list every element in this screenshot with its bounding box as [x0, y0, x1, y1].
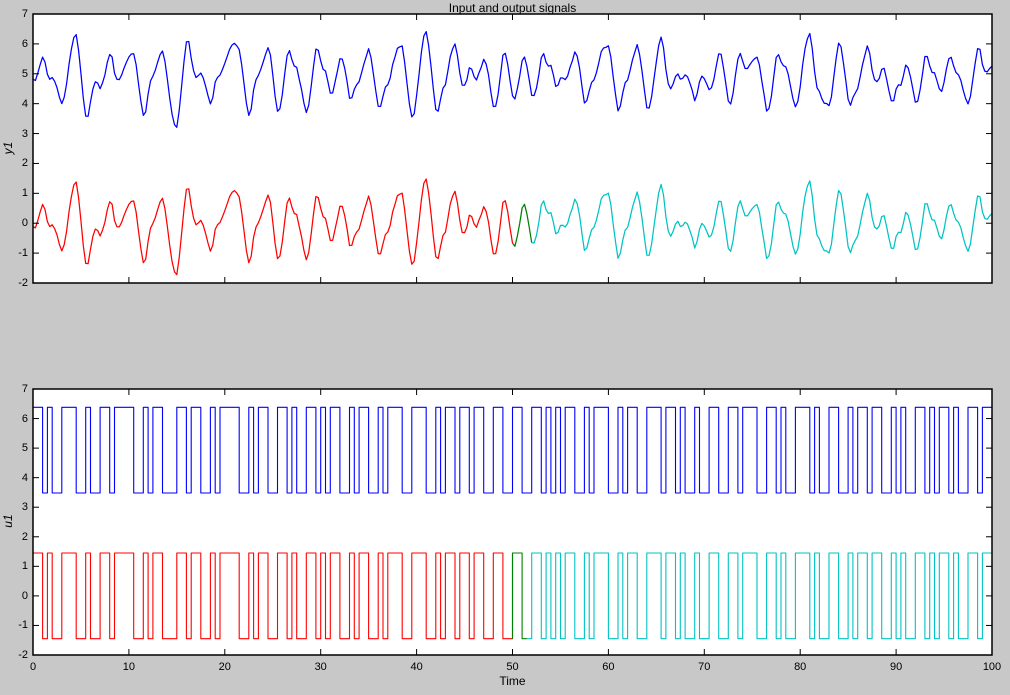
y-tick-label: 0	[21, 589, 28, 602]
series-y1-dataset-2-segmented	[32, 178, 514, 276]
x-tick-label: 40	[410, 661, 423, 673]
y-tick-label: 1	[21, 187, 28, 200]
y-tick-label: -1	[18, 619, 28, 632]
y-tick-label: 2	[21, 530, 28, 543]
y-tick-label: 3	[21, 127, 28, 140]
series-u1-dataset-2-segmented	[526, 552, 992, 640]
x-tick-label: 50	[506, 661, 519, 673]
axes-box	[32, 388, 993, 656]
y-tick-label: 7	[21, 8, 28, 20]
x-tick-label: 30	[314, 661, 327, 673]
y-tick-label: 5	[21, 67, 28, 80]
x-tick-label: 20	[218, 661, 231, 673]
time-axis-label: Time	[499, 674, 526, 688]
y-tick-label: 6	[21, 37, 28, 50]
series-u1-dataset-2-segmented	[511, 552, 527, 640]
x-tick-label: 0	[29, 661, 37, 673]
x-tick-label: 100	[982, 661, 1002, 673]
y-tick-label: 2	[21, 157, 28, 170]
series-y1-dataset-2-segmented	[512, 203, 533, 247]
x-tick-label: 60	[602, 661, 615, 673]
y-tick-label: -2	[18, 277, 28, 289]
x-tick-label: 80	[794, 661, 807, 673]
x-tick-label: 70	[698, 661, 711, 673]
y-tick-label: 0	[21, 217, 28, 230]
y-tick-label: 3	[21, 501, 28, 514]
y-tick-label: -1	[18, 247, 28, 260]
axes-box	[32, 13, 993, 284]
y-tick-label: 6	[21, 412, 28, 425]
x-tick-label: 10	[122, 661, 136, 673]
series-u1-dataset-1-full	[33, 406, 992, 494]
y-tick-label: 1	[21, 560, 28, 573]
y-tick-label: 4	[21, 97, 28, 110]
series-y1-dataset-2-segmented	[531, 180, 993, 260]
series-u1-dataset-2-segmented	[33, 552, 514, 640]
x-tick-label: 90	[889, 661, 903, 673]
series-y1-dataset-1-full	[32, 30, 993, 128]
y-tick-label: 7	[21, 383, 28, 395]
y-tick-label: 4	[21, 471, 28, 484]
plot-title: Input and output signals	[448, 1, 577, 15]
y-tick-label: -2	[18, 649, 28, 661]
y-tick-label: 5	[21, 442, 28, 455]
